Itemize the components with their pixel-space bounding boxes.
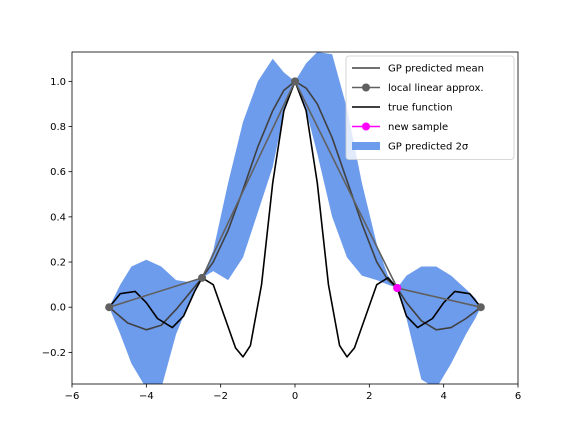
legend: GP predicted mean local linear approx. tru… [345,55,515,160]
marker-layer [105,77,485,312]
linear-approx-point [476,303,485,312]
plot-area [105,52,485,384]
legend-label: true function [388,103,453,114]
x-tick-label: −6 [65,391,80,402]
linear-approx-point [105,303,114,312]
legend-label: GP predicted mean [388,64,484,75]
x-tick-label: −2 [213,391,228,402]
x-tick-label: 0 [292,391,298,402]
legend-label: local linear approx. [388,83,484,94]
new-sample-marker [393,284,402,293]
y-tick-label: 0.2 [50,258,66,269]
legend-swatch-marker [362,122,370,131]
confidence-band-layer [109,52,481,384]
x-tick-label: 6 [515,391,521,402]
x-tick-label: −4 [139,391,154,402]
x-axis: −6 −4 −2 0 2 4 6 [65,384,521,402]
y-tick-label: 0.4 [50,212,66,223]
y-tick-label: 1.0 [50,77,66,88]
legend-label: GP predicted 2σ [388,142,469,153]
legend-swatch-marker [362,83,370,92]
legend-swatch-band [352,142,380,150]
linear-approx-point [198,273,207,282]
legend-label: new sample [388,122,448,133]
confidence-band [109,52,481,384]
x-tick-label: 4 [440,391,446,402]
y-tick-label: 0.8 [50,122,66,133]
legend-box [345,55,515,160]
y-tick-label: −0.2 [42,348,66,359]
y-tick-label: 0.0 [50,303,66,314]
linear-approx-point [291,77,299,86]
x-tick-label: 2 [366,391,372,402]
y-tick-label: 0.6 [50,167,66,178]
gp-mean-line [108,80,482,331]
y-axis: −0.2 0.0 0.2 0.4 0.6 0.8 1.0 [42,77,72,359]
